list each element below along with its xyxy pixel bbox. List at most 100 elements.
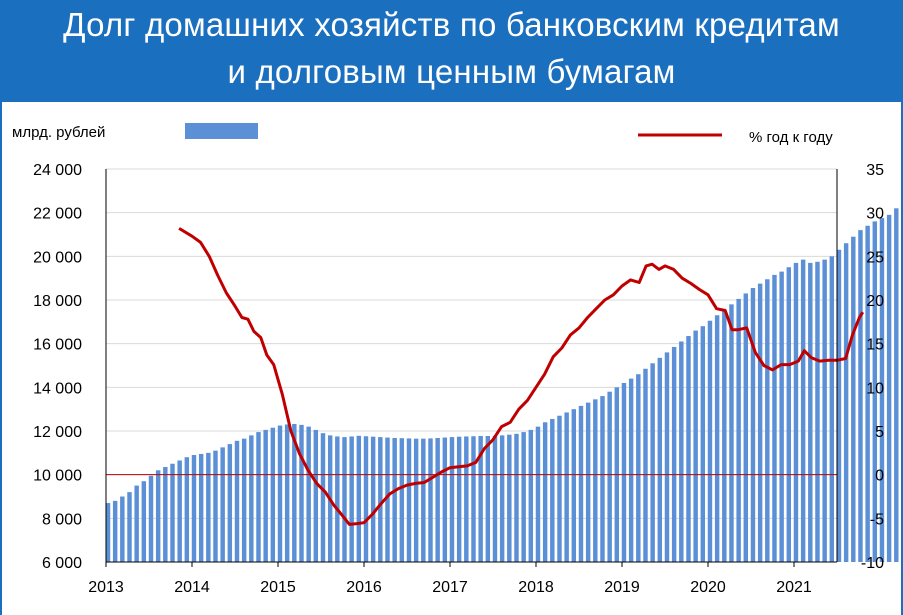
bar xyxy=(184,457,190,562)
bar xyxy=(585,402,591,562)
bar xyxy=(664,352,670,562)
bar xyxy=(421,438,426,562)
bar xyxy=(363,436,369,562)
bar xyxy=(657,357,663,562)
right-tick-label: 15 xyxy=(866,337,884,354)
bar xyxy=(492,435,498,562)
bar xyxy=(578,405,584,562)
bar xyxy=(872,221,878,562)
bar xyxy=(120,496,125,562)
bar xyxy=(148,475,154,562)
bar xyxy=(822,259,827,562)
bar xyxy=(671,346,677,562)
bar xyxy=(478,436,483,562)
bar xyxy=(428,438,433,562)
bar xyxy=(593,399,598,562)
bar xyxy=(270,427,276,562)
bar xyxy=(292,424,297,562)
bar xyxy=(858,230,863,562)
x-tick-label: 2017 xyxy=(432,579,468,596)
bar xyxy=(342,437,347,562)
bar xyxy=(163,467,168,562)
legend-bar-swatch xyxy=(185,123,258,139)
bar xyxy=(793,262,799,562)
bar xyxy=(851,236,856,562)
bar xyxy=(542,422,548,562)
bar xyxy=(528,429,534,562)
bar xyxy=(786,267,792,562)
bars-layer xyxy=(105,208,899,563)
bar xyxy=(263,429,268,562)
bar xyxy=(105,503,111,562)
bar xyxy=(141,481,147,562)
right-tick-label: -10 xyxy=(861,555,884,572)
bar xyxy=(399,438,405,562)
bar xyxy=(413,438,419,562)
bar xyxy=(227,444,233,562)
left-tick-label: 10 000 xyxy=(33,468,82,485)
bar xyxy=(514,433,519,562)
bar xyxy=(894,208,899,563)
bar xyxy=(843,243,849,563)
bar xyxy=(679,341,684,562)
x-tick-label: 2014 xyxy=(174,579,210,596)
x-tick-label: 2021 xyxy=(776,579,812,596)
bar xyxy=(564,412,569,562)
chart-title-line-2: и долговым ценным бумагам xyxy=(227,53,676,90)
bar xyxy=(743,293,749,562)
bar xyxy=(112,500,118,562)
bar xyxy=(693,330,698,562)
bar xyxy=(557,415,562,562)
right-tick-label: 30 xyxy=(866,206,884,223)
bar xyxy=(736,298,741,562)
bar xyxy=(779,271,784,562)
left-tick-label: 14 000 xyxy=(33,380,82,397)
bar xyxy=(808,262,813,562)
bar xyxy=(442,437,448,562)
bar xyxy=(607,391,612,562)
axes-layer: 6 000 8 000 10 000 12 000 14 000 16 000 18 000… xyxy=(33,162,884,596)
left-tick-label: 18 000 xyxy=(33,293,82,310)
left-tick-label: 24 000 xyxy=(33,162,82,179)
bar xyxy=(507,434,512,562)
right-tick-label: -5 xyxy=(870,511,884,528)
bar xyxy=(886,214,892,562)
bar xyxy=(464,436,469,562)
bar xyxy=(772,274,777,562)
bar xyxy=(550,418,555,562)
left-tick-label: 8 000 xyxy=(42,511,82,528)
bar xyxy=(335,436,340,562)
line-layer xyxy=(178,227,865,526)
chart-svg: 6 000 8 000 10 000 12 000 14 000 16 000 18 000… xyxy=(12,123,899,596)
bar xyxy=(449,437,455,562)
x-tick-label: 2013 xyxy=(88,579,124,596)
bar xyxy=(535,426,541,562)
bar xyxy=(134,485,139,562)
bar xyxy=(127,492,132,562)
bar xyxy=(800,259,806,562)
bar xyxy=(406,438,412,562)
bar xyxy=(349,436,354,562)
x-tick-label: 2016 xyxy=(346,579,382,596)
bar xyxy=(435,437,440,562)
bar xyxy=(249,435,254,562)
chart-panel: 6 000 8 000 10 000 12 000 14 000 16 000 18 000… xyxy=(2,102,901,615)
bar xyxy=(707,320,713,562)
right-tick-label: 5 xyxy=(875,424,884,441)
bar xyxy=(729,304,734,562)
bar xyxy=(170,463,175,562)
bar xyxy=(636,374,641,562)
bar xyxy=(356,435,362,562)
bar xyxy=(700,326,706,562)
bar xyxy=(879,218,885,563)
bar xyxy=(177,460,182,562)
left-tick-label: 16 000 xyxy=(33,337,82,354)
bar xyxy=(571,409,577,562)
bar xyxy=(600,396,605,562)
bar xyxy=(198,453,204,562)
bar xyxy=(299,424,304,562)
bar xyxy=(155,470,161,562)
chart-title-line-1: Долг домашних хозяйств по банковским кре… xyxy=(63,6,840,43)
bar xyxy=(765,279,770,562)
right-tick-label: 35 xyxy=(866,162,884,179)
